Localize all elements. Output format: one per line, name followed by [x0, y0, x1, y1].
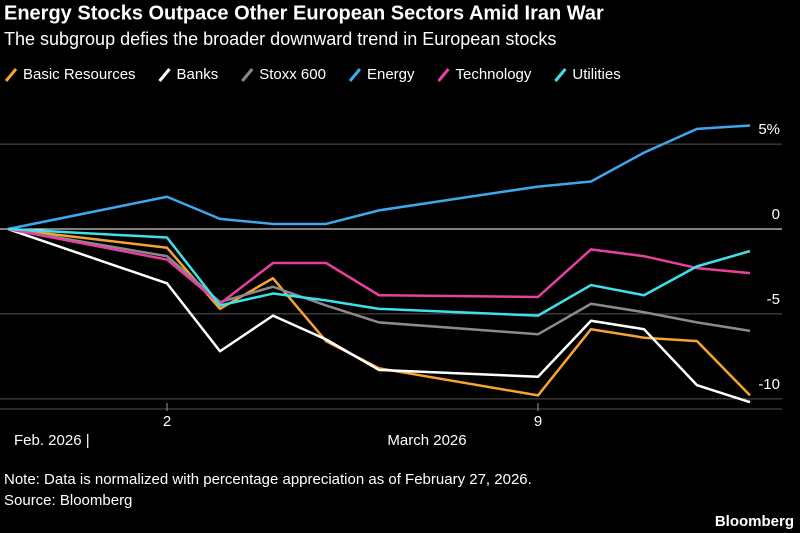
y-tick-label: 0 — [772, 206, 780, 223]
x-period-label: March 2026 — [387, 432, 466, 449]
chart-subtitle: The subgroup defies the broader downward… — [4, 29, 556, 49]
legend-marker — [4, 68, 18, 82]
legend-marker — [437, 68, 450, 82]
legend-label: Utilities — [572, 66, 620, 83]
legend-label: Banks — [177, 66, 219, 83]
y-tick-label: -5 — [767, 291, 780, 308]
legend-label: Energy — [367, 66, 415, 83]
note: Note: Data is normalized with percentage… — [4, 471, 532, 488]
legend-marker — [554, 68, 567, 82]
legend-marker — [158, 68, 171, 82]
y-tick-label: 5% — [758, 121, 780, 138]
x-period-label: Feb. 2026 | — [14, 432, 90, 449]
series-line — [7, 227, 751, 317]
legend-label: Basic Resources — [23, 66, 136, 83]
brand: Bloomberg — [715, 513, 794, 530]
series-line — [7, 227, 751, 336]
series-line — [7, 227, 751, 305]
legend-label: Technology — [456, 66, 532, 83]
series-line — [7, 227, 751, 404]
chart-title: Energy Stocks Outpace Other European Sec… — [4, 2, 604, 24]
legend-label: Stoxx 600 — [259, 66, 326, 83]
legend-marker — [241, 68, 254, 82]
source: Source: Bloomberg — [4, 492, 132, 509]
x-tick-label: 9 — [534, 413, 542, 430]
legend-marker — [348, 68, 362, 82]
y-tick-label: -10 — [758, 376, 780, 393]
series-line — [7, 124, 751, 231]
x-tick-label: 2 — [163, 413, 171, 430]
